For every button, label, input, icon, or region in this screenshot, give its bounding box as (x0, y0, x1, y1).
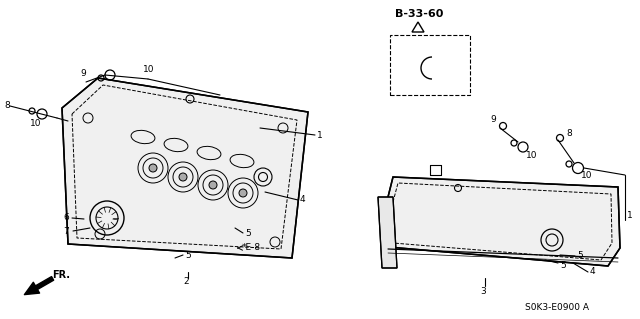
Polygon shape (62, 78, 308, 258)
Text: 2: 2 (183, 278, 189, 286)
Text: 10: 10 (30, 118, 42, 128)
Text: 4: 4 (590, 268, 596, 277)
FancyArrowPatch shape (24, 277, 54, 295)
Polygon shape (378, 197, 397, 268)
Text: B-33-60: B-33-60 (395, 9, 444, 19)
Circle shape (179, 173, 187, 181)
Text: 10: 10 (526, 151, 538, 160)
Text: 3: 3 (480, 286, 486, 295)
Circle shape (149, 164, 157, 172)
Text: 9: 9 (80, 69, 86, 78)
Text: 7: 7 (63, 226, 68, 235)
Bar (390, 35, 470, 95)
Text: 9: 9 (490, 115, 496, 124)
Text: 5: 5 (245, 228, 251, 238)
Text: 5: 5 (185, 250, 191, 259)
Text: 4: 4 (300, 196, 306, 204)
Text: S0K3-E0900 A: S0K3-E0900 A (525, 303, 589, 313)
Text: 5: 5 (577, 251, 583, 261)
Text: 8: 8 (4, 100, 10, 109)
Text: 10: 10 (581, 172, 593, 181)
Text: *E-8: *E-8 (242, 243, 261, 253)
Text: 6: 6 (63, 213, 68, 222)
Text: 8: 8 (566, 129, 572, 137)
Text: 1: 1 (317, 130, 323, 139)
Text: FR.: FR. (52, 270, 70, 280)
Text: 1: 1 (627, 211, 633, 219)
Circle shape (209, 181, 217, 189)
Text: 10: 10 (143, 64, 154, 73)
Text: 5: 5 (560, 261, 566, 270)
Polygon shape (388, 177, 620, 266)
Circle shape (239, 189, 247, 197)
